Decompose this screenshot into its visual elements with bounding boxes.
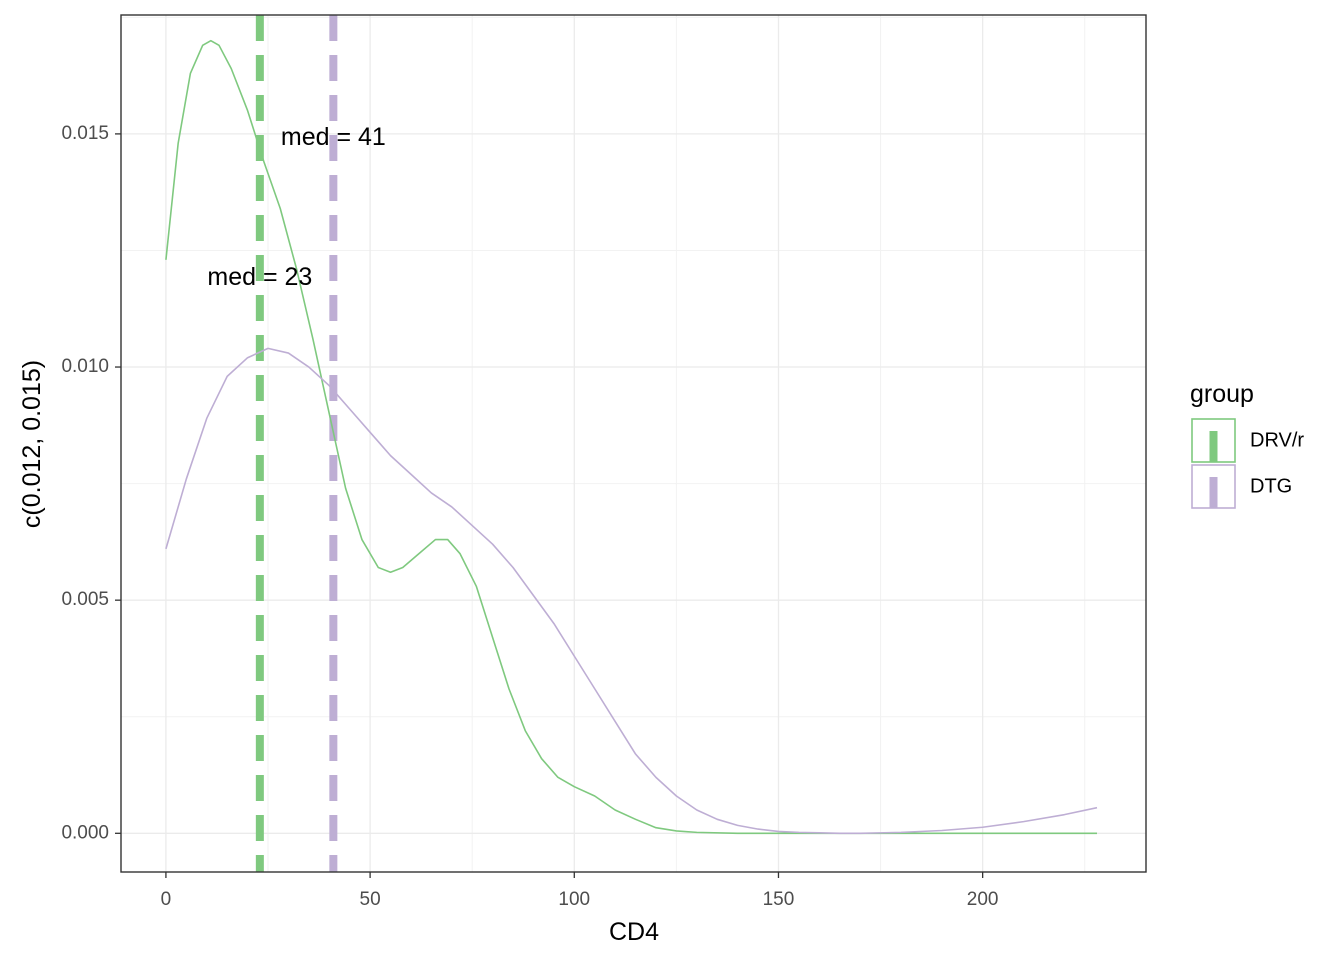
x-axis-ticks: 0 50 100 150 200 — [161, 872, 999, 910]
major-grid — [121, 15, 1146, 872]
legend-key-drv-r — [1191, 418, 1236, 463]
panel-border — [120, 14, 1147, 873]
x-tick-label: 200 — [967, 889, 999, 910]
series-line-drv-r — [165, 39, 1097, 835]
median-annotation: med = 41 — [281, 123, 386, 151]
legend-label: DTG — [1250, 475, 1292, 497]
median-annotations: med = 41 med = 23 — [207, 123, 385, 291]
y-axis-ticks: 0.000 0.005 0.010 0.015 — [61, 123, 121, 843]
x-tick-label: 100 — [558, 889, 590, 910]
median-lines — [255, 15, 338, 872]
x-tick-label: 150 — [763, 889, 795, 910]
median-annotation: med = 23 — [207, 263, 312, 291]
series-line-dtg — [165, 347, 1098, 835]
legend: group DRV/r DTG — [1190, 380, 1304, 509]
x-tick-label: 50 — [360, 889, 381, 910]
y-axis-title: c(0.012, 0.015) — [18, 360, 46, 528]
legend-key-dtg — [1191, 464, 1236, 509]
y-tick-label: 0.015 — [61, 123, 109, 144]
y-tick-label: 0.010 — [61, 356, 109, 377]
x-tick-label: 0 — [161, 889, 172, 910]
density-curves — [165, 39, 1098, 835]
legend-title: group — [1190, 380, 1254, 408]
panel-background — [121, 15, 1146, 872]
y-tick-label: 0.000 — [61, 822, 109, 843]
x-axis-title: CD4 — [609, 918, 659, 946]
minor-grid — [121, 15, 1146, 872]
y-tick-label: 0.005 — [61, 589, 109, 610]
legend-label: DRV/r — [1250, 429, 1304, 451]
